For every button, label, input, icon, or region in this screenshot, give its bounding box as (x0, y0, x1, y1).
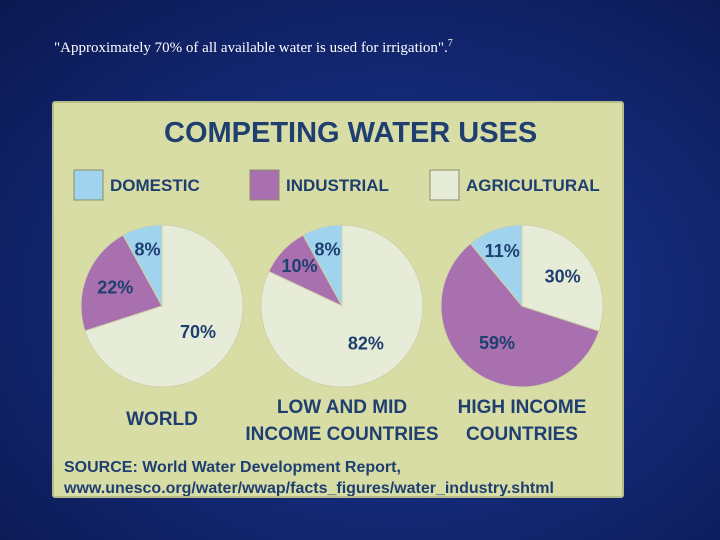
water-uses-chart: COMPETING WATER USES DOMESTIC INDUSTRIAL… (63, 117, 604, 496)
pie-3-label-industrial: 59% (479, 333, 515, 353)
source-line-2: www.unesco.org/water/wwap/facts_figures/… (63, 480, 554, 496)
pie-2-label-agricultural: 82% (348, 334, 384, 354)
legend-label-agricultural: AGRICULTURAL (466, 176, 600, 195)
pie-1-title-line-1: WORLD (126, 409, 198, 430)
caption-text: "Approximately 70% of all available wate… (54, 40, 448, 56)
chart-title: COMPETING WATER USES (164, 117, 537, 149)
pie-3-slice-agricultural (521, 224, 604, 332)
slide-caption: "Approximately 70% of all available wate… (54, 38, 453, 57)
pie-2-title-line-2: INCOME COUNTRIES (245, 424, 438, 445)
source-line-1: SOURCE: World Water Development Report, (64, 459, 401, 476)
pie-1-label-industrial: 22% (97, 278, 133, 298)
pie-3-label-domestic: 11% (485, 241, 520, 261)
pie-3-title-line-2: COUNTRIES (466, 424, 578, 445)
legend-label-industrial: INDUSTRIAL (286, 176, 389, 195)
pie-1-slice-industrial (80, 234, 163, 332)
pie-1-slice-agricultural (84, 224, 244, 388)
pie-charts: 8%22%70%8%10%82%11%59%30% (80, 224, 604, 388)
pie-2-slice-agricultural (260, 224, 424, 388)
chart-panel: COMPETING WATER USES DOMESTIC INDUSTRIAL… (52, 101, 624, 498)
legend-label-domestic: DOMESTIC (110, 176, 200, 195)
legend-swatch-agricultural (429, 169, 460, 201)
pie-2-label-domestic: 8% (314, 240, 340, 260)
pie-1-label-domestic: 8% (134, 240, 160, 260)
pie-3-slice-industrial (440, 242, 600, 388)
legend-swatch-domestic (73, 169, 104, 201)
pie-2-label-industrial: 10% (281, 256, 317, 276)
pie-titles: WORLD LOW AND MID INCOME COUNTRIES HIGH INC… (126, 397, 586, 445)
pie-3-title-line-1: HIGH INCOME (458, 397, 587, 418)
legend-swatch-industrial (249, 169, 280, 201)
pie-2-title-line-1: LOW AND MID (277, 397, 407, 418)
pie-1-label-agricultural: 70% (180, 322, 216, 342)
pie-3-label-agricultural: 30% (545, 267, 581, 287)
caption-footnote: 7 (447, 38, 453, 49)
